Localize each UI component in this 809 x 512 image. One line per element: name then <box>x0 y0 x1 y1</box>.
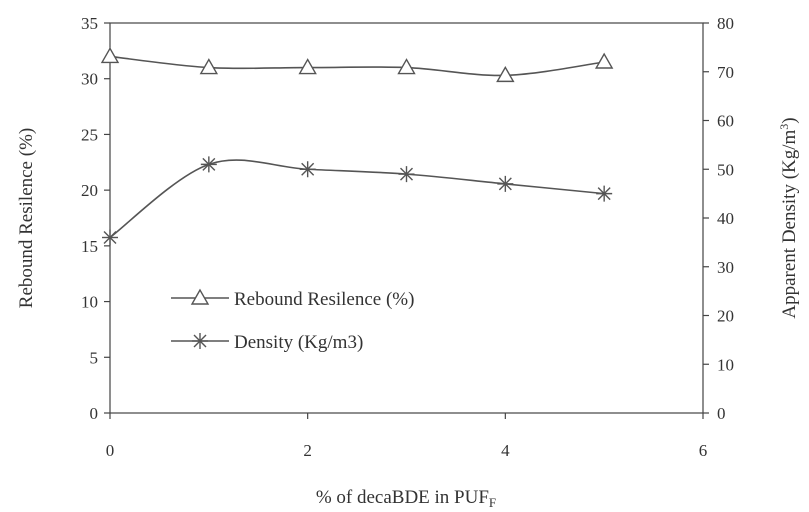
axes <box>104 22 709 419</box>
legend-item: Density (Kg/m3) <box>171 332 363 353</box>
right-axis-title-close: ) <box>779 117 800 123</box>
data-point <box>298 58 317 75</box>
asterisk-stroke <box>498 177 512 191</box>
data-point <box>199 58 219 75</box>
asterisk-stroke <box>103 231 117 244</box>
left-tick-label: 20 <box>81 181 98 200</box>
right-tick-label: 60 <box>717 112 734 131</box>
data-point <box>398 166 415 183</box>
x-tick-label: 6 <box>699 441 708 460</box>
legend-label: Rebound Resilence (%) <box>234 289 414 310</box>
asterisk-stroke <box>597 187 611 201</box>
tick-labels: 0 5 10 15 20 25 30 35 0 10 20 30 40 50 60 70 80 0 2 4 6 <box>81 14 734 460</box>
data-point <box>497 175 514 192</box>
x-axis-title: % of decaBDE in PUFF <box>316 487 496 510</box>
right-tick-label: 40 <box>717 209 734 228</box>
right-tick-label: 70 <box>717 63 734 82</box>
data-point <box>496 65 515 83</box>
series-line <box>109 55 605 77</box>
legend-item: Rebound Resilence (%) <box>171 288 414 310</box>
asterisk-stroke <box>301 162 315 176</box>
legend-marker-triangle <box>190 288 210 305</box>
right-tick-label: 0 <box>717 404 726 423</box>
left-tick-label: 15 <box>81 237 98 256</box>
left-tick-label: 25 <box>81 125 98 144</box>
data-point <box>299 161 316 178</box>
right-tick-label: 30 <box>717 258 734 277</box>
axis-titles: % of decaBDE in PUFF Rebound Resilence (%… <box>16 117 800 510</box>
right-tick-label: 10 <box>717 355 734 374</box>
asterisk-stroke <box>193 334 207 348</box>
plot-frame <box>109 22 704 414</box>
x-tick-label: 0 <box>106 441 115 460</box>
data-point <box>200 156 217 173</box>
left-tick-label: 5 <box>90 348 99 367</box>
left-tick-label: 35 <box>81 14 98 33</box>
left-axis-title: Rebound Resilence (%) <box>16 128 37 308</box>
data-point <box>100 47 120 64</box>
data-point <box>594 52 614 69</box>
data-point <box>397 58 416 75</box>
left-tick-label: 10 <box>81 293 98 312</box>
legend: Rebound Resilence (%) Density (Kg/m3) <box>171 288 414 353</box>
x-tick-label: 4 <box>501 441 510 460</box>
asterisk-stroke <box>400 167 413 181</box>
x-axis-title-sub: F <box>489 495 496 510</box>
data-point <box>102 229 118 246</box>
right-tick-label: 50 <box>717 160 734 179</box>
right-axis-title-main: Apparent Density (Kg/m <box>779 129 800 318</box>
series-0 <box>100 47 614 83</box>
x-axis-title-main: % of decaBDE in PUF <box>316 487 489 508</box>
right-tick-label: 20 <box>717 307 734 326</box>
left-tick-label: 0 <box>90 404 99 423</box>
series-layer <box>100 47 614 246</box>
legend-label: Density (Kg/m3) <box>234 332 363 353</box>
series-line <box>109 159 605 239</box>
right-axis-title: Apparent Density (Kg/m3) <box>777 117 800 318</box>
right-axis-title-sup: 3 <box>777 124 791 130</box>
legend-marker-asterisk <box>192 333 208 349</box>
x-tick-label: 2 <box>303 441 312 460</box>
data-point <box>596 185 613 202</box>
series-1 <box>102 156 613 246</box>
asterisk-stroke <box>202 157 216 171</box>
right-tick-label: 80 <box>717 14 734 33</box>
left-tick-label: 30 <box>81 70 98 89</box>
